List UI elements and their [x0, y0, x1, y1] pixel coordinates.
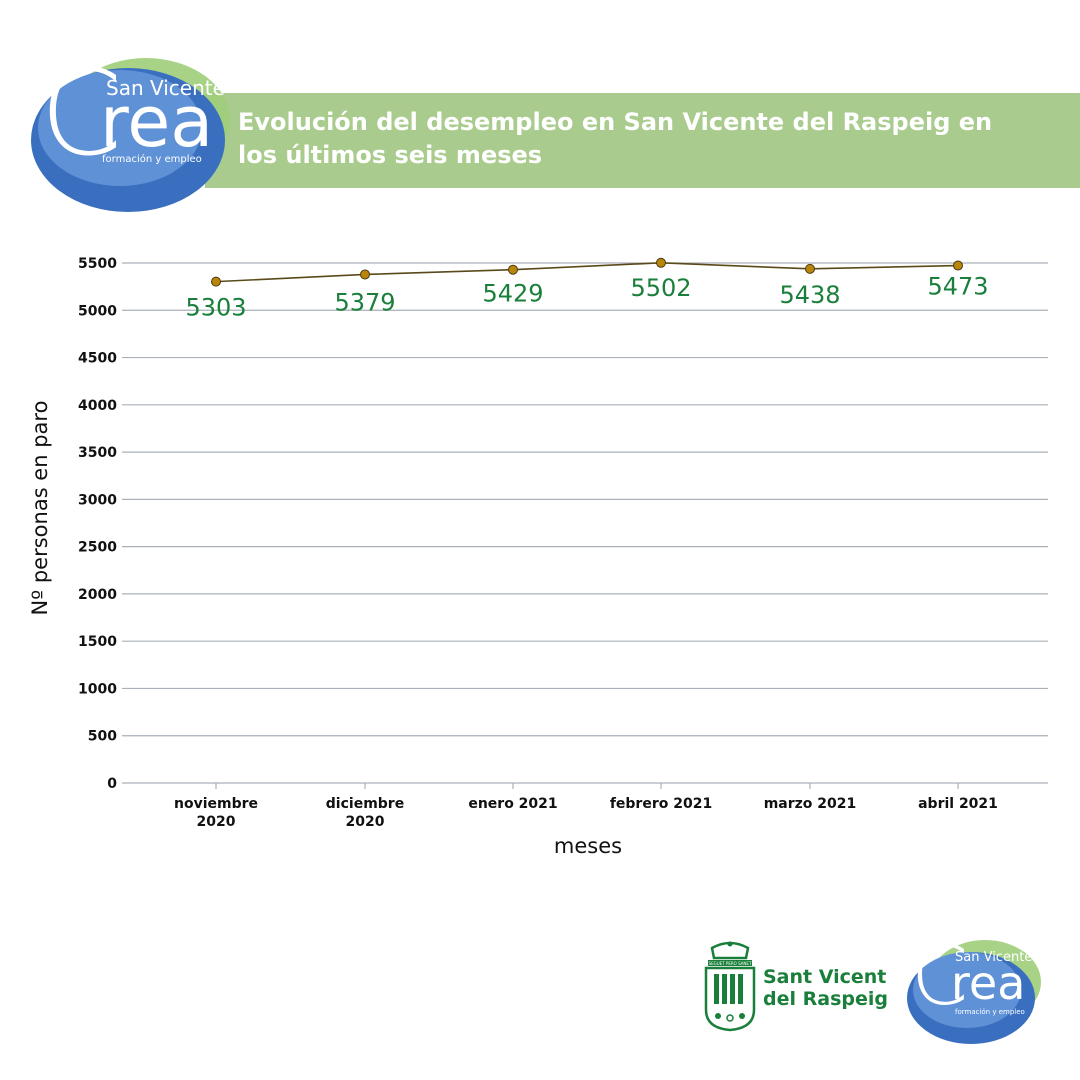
- logo-tagline: formación y empleo: [102, 154, 202, 165]
- data-point: [360, 269, 370, 280]
- y-tick-label: 1500: [78, 634, 117, 650]
- x-tick-label: enero 2021: [468, 796, 557, 812]
- crea-logo-shape: [31, 58, 230, 212]
- data-point: [953, 260, 963, 271]
- footer-logo-tagline: formación y empleo: [955, 1008, 1025, 1016]
- crea-logo: C San Vicente rea formación y empleo: [28, 48, 233, 216]
- logo-word: rea: [100, 81, 214, 163]
- council-name-line1: Sant Vicent: [763, 966, 887, 988]
- y-tick-label: 4000: [78, 398, 117, 414]
- logo-letter: C: [40, 44, 123, 182]
- footer-logo-letter: C: [911, 929, 969, 1024]
- x-tick-label: marzo 2021: [764, 796, 857, 812]
- x-tick-label: febrero 2021: [610, 796, 712, 812]
- y-tick-label: 2000: [78, 587, 117, 603]
- data-label: 5502: [630, 274, 691, 302]
- data-label: 5303: [185, 294, 246, 322]
- x-tick-label: diciembre 2020: [326, 796, 404, 830]
- y-tick-label: 4500: [78, 351, 117, 367]
- title-band: [205, 93, 1080, 188]
- data-point: [805, 263, 815, 274]
- y-tick-label: 1000: [78, 681, 117, 697]
- y-tick-label: 0: [107, 776, 117, 792]
- crest-motto: SEGUET PERO SANET: [709, 961, 752, 966]
- x-tick-label: noviembre 2020: [174, 796, 258, 830]
- x-tick-label: abril 2021: [918, 796, 998, 812]
- y-tick-label: 5500: [78, 256, 117, 272]
- crea-logo-footer-shape: [907, 940, 1041, 1044]
- council-name: Sant Vicent del Raspeig: [763, 966, 888, 1010]
- y-tick-label: 500: [88, 729, 117, 745]
- y-tick-label: 5000: [78, 303, 117, 319]
- data-point: [508, 264, 518, 275]
- logo-city: San Vicente: [106, 76, 225, 100]
- council-logo: SEGUET PERO SANET Sant Vicent del Raspei…: [700, 940, 900, 1035]
- crest-icon: SEGUET PERO SANET: [704, 941, 756, 1032]
- data-label: 5429: [482, 280, 543, 308]
- data-label: 5438: [779, 281, 840, 309]
- data-label: 5379: [334, 288, 395, 316]
- y-axis-label: Nº personas en paro: [28, 400, 52, 616]
- footer-logo-word: rea: [951, 956, 1026, 1010]
- y-tick-label: 2500: [78, 540, 117, 556]
- y-tick-label: 3500: [78, 445, 117, 461]
- series-line: [215, 262, 959, 283]
- footer-logo-city: San Vicente: [955, 950, 1033, 965]
- data-point: [656, 257, 666, 268]
- x-axis-label: meses: [553, 834, 623, 858]
- y-tick-label: 3000: [78, 492, 117, 508]
- chart-title: Evolución del desempleo en San Vicente d…: [238, 108, 993, 169]
- data-point: [211, 276, 221, 287]
- data-label: 5473: [927, 273, 988, 301]
- council-name-line2: del Raspeig: [763, 988, 888, 1010]
- crea-logo-footer: C San Vicente rea formación y empleo: [905, 936, 1045, 1048]
